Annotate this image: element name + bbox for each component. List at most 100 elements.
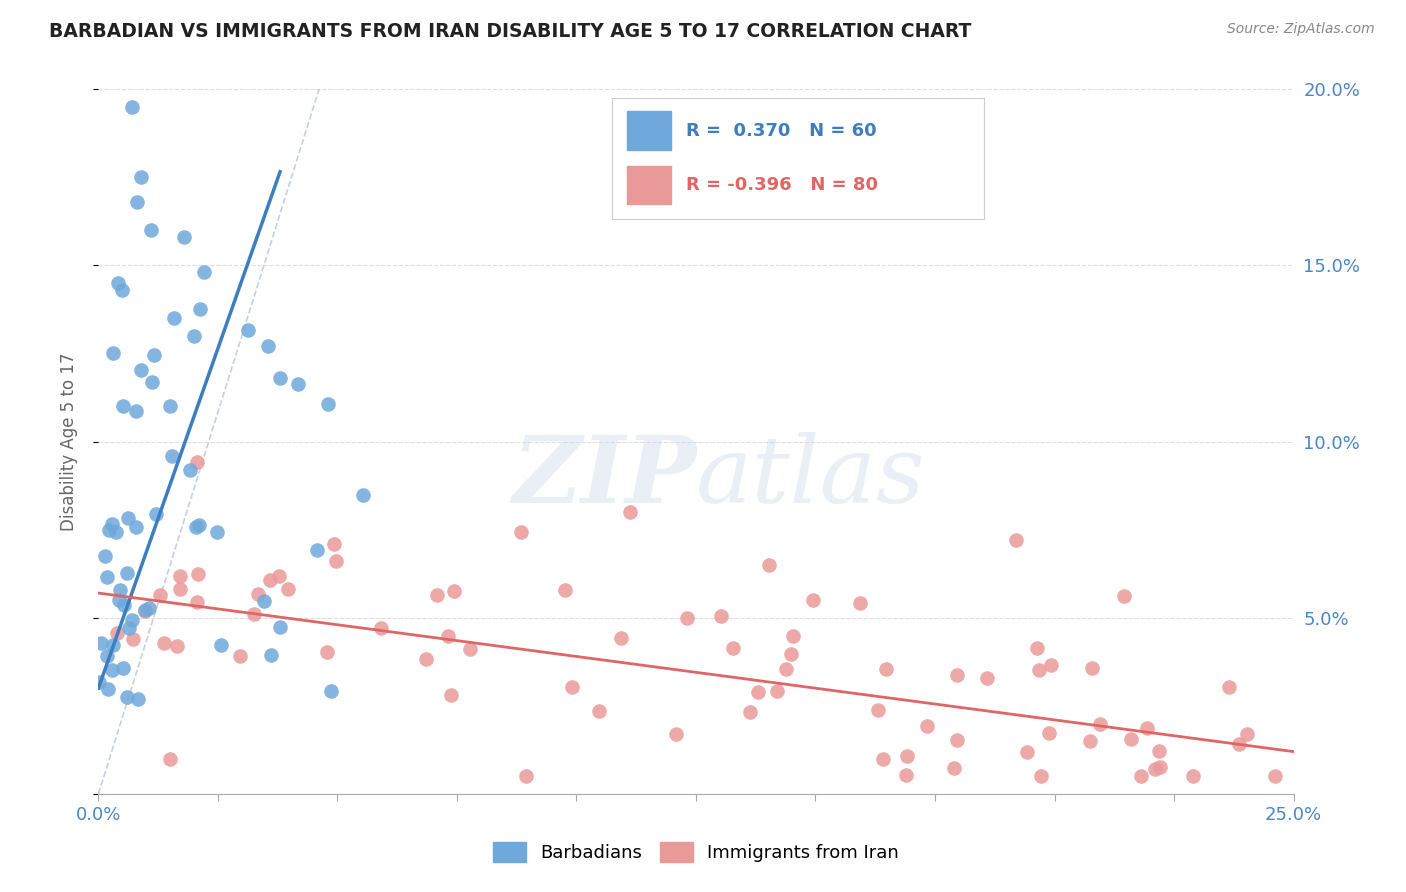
- Point: [205, 525, 228, 540]
- Point: [1136, 721, 1159, 735]
- Point: [260, 648, 283, 663]
- Point: [111, 399, 134, 413]
- Point: [267, 569, 290, 583]
- Point: [115, 690, 138, 704]
- Point: [243, 607, 266, 621]
- Point: [125, 194, 148, 209]
- Point: [247, 586, 270, 600]
- Point: [160, 449, 183, 463]
- Point: [1129, 769, 1152, 783]
- Point: [1143, 762, 1166, 776]
- Point: [125, 404, 148, 418]
- Point: [1218, 680, 1240, 694]
- Point: [193, 265, 215, 279]
- Text: BARBADIAN VS IMMIGRANTS FROM IRAN DISABILITY AGE 5 TO 17 CORRELATION CHART: BARBADIAN VS IMMIGRANTS FROM IRAN DISABI…: [49, 22, 972, 41]
- Point: [352, 488, 374, 502]
- Point: [188, 517, 211, 532]
- Point: [101, 346, 124, 360]
- Point: [229, 648, 252, 663]
- Point: [183, 328, 205, 343]
- Point: [509, 525, 531, 540]
- Point: [159, 399, 181, 413]
- Point: [141, 375, 163, 389]
- Point: [112, 598, 135, 612]
- Point: [710, 608, 733, 623]
- Point: [121, 614, 143, 628]
- Point: [782, 629, 804, 643]
- Point: [1119, 732, 1142, 747]
- Point: [1038, 726, 1060, 740]
- Point: [118, 621, 141, 635]
- Point: [1114, 589, 1136, 603]
- Point: [153, 636, 176, 650]
- Point: [238, 323, 260, 337]
- Point: [117, 511, 139, 525]
- Point: [101, 663, 124, 677]
- Bar: [627, 166, 671, 204]
- Text: R = -0.396   N = 80: R = -0.396 N = 80: [686, 176, 879, 194]
- Point: [97, 681, 120, 696]
- Point: [872, 751, 894, 765]
- Point: [945, 732, 967, 747]
- Point: [915, 719, 938, 733]
- Point: [186, 595, 208, 609]
- Point: [942, 761, 965, 775]
- Y-axis label: Disability Age 5 to 17: Disability Age 5 to 17: [59, 352, 77, 531]
- Point: [259, 573, 281, 587]
- Point: [111, 283, 134, 297]
- Point: [1182, 769, 1205, 783]
- Text: R =  0.370   N = 60: R = 0.370 N = 60: [686, 121, 877, 140]
- Point: [439, 688, 461, 702]
- Point: [426, 588, 449, 602]
- Point: [97, 523, 120, 537]
- Point: [415, 652, 437, 666]
- Point: [1005, 533, 1028, 548]
- Point: [131, 363, 153, 377]
- Point: [976, 672, 998, 686]
- Bar: [627, 112, 671, 150]
- Point: [138, 601, 160, 615]
- Point: [104, 525, 127, 540]
- Point: [1088, 717, 1111, 731]
- Point: [186, 520, 208, 534]
- Point: [1028, 663, 1050, 677]
- Point: [96, 570, 118, 584]
- Point: [149, 588, 172, 602]
- Point: [256, 339, 278, 353]
- Point: [169, 582, 191, 596]
- Point: [721, 640, 744, 655]
- Point: [122, 632, 145, 646]
- Point: [1029, 769, 1052, 783]
- Point: [187, 566, 209, 581]
- Point: [169, 569, 191, 583]
- Point: [801, 592, 824, 607]
- Point: [665, 726, 688, 740]
- Point: [1264, 769, 1286, 783]
- Point: [110, 582, 132, 597]
- Point: [758, 558, 780, 572]
- Point: [849, 596, 872, 610]
- Point: [370, 621, 392, 635]
- Point: [145, 507, 167, 521]
- Point: [159, 752, 181, 766]
- Point: [1040, 658, 1063, 673]
- Point: [316, 397, 339, 411]
- Point: [107, 276, 129, 290]
- Point: [131, 170, 153, 185]
- Point: [1078, 734, 1101, 748]
- Point: [186, 455, 208, 469]
- Point: [766, 684, 789, 698]
- Point: [775, 662, 797, 676]
- Point: [115, 566, 138, 581]
- Point: [738, 705, 761, 719]
- Point: [111, 661, 134, 675]
- Point: [166, 639, 188, 653]
- Point: [134, 603, 156, 617]
- Point: [134, 604, 156, 618]
- Point: [94, 549, 117, 563]
- Point: [101, 516, 124, 531]
- Point: [125, 520, 148, 534]
- Point: [676, 611, 699, 625]
- Text: ZIP: ZIP: [512, 432, 696, 522]
- Point: [323, 537, 346, 551]
